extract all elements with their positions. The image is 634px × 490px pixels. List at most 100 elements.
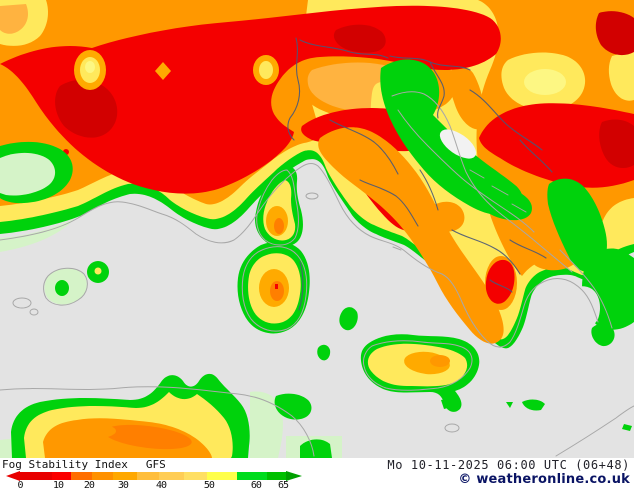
- spot-orange-diamond: [155, 62, 171, 80]
- border-abruzzo: [419, 169, 439, 211]
- region-pale-provence: [0, 152, 56, 196]
- spot-yellow-west-core: [85, 61, 95, 73]
- colorbar-segment: [71, 471, 92, 480]
- island-sicily-orange-core: [430, 355, 450, 367]
- legend-tick: 65: [278, 480, 289, 490]
- region-deeporange-africa-2: [68, 423, 116, 439]
- coast-montenegro-albania: [559, 249, 613, 329]
- map-canvas: [0, 0, 634, 458]
- region-darkred-alps-crest: [333, 24, 386, 53]
- coast-africa-east-diagonal: [555, 405, 634, 457]
- island-menorca-yellow-core: [94, 267, 102, 275]
- region-orange-apennine-spine: [318, 127, 504, 344]
- footer-block: Mo 10-11-2025 06:00 UTC (06+48) © weathe…: [387, 458, 630, 487]
- colorbar-segment: [137, 471, 159, 480]
- border-puglia-north: [509, 239, 547, 259]
- region-sea-otranto-strait: [562, 286, 600, 330]
- coast-ibiza: [12, 297, 32, 309]
- fsi-map-svg: [0, 0, 634, 458]
- coast-malta: [444, 423, 460, 433]
- colorbar-segment: [159, 471, 184, 480]
- legend-model-label: GFS: [145, 458, 166, 471]
- legend-block: Fog Stability Index GFS 0 10 20 30 40 50 60 65: [2, 459, 302, 490]
- region-red-adriatic-tongue: [479, 103, 634, 188]
- legend-tick: 20: [83, 480, 95, 490]
- coastlines: [0, 91, 634, 457]
- blob-green-south-2: [506, 402, 513, 408]
- coast-sardinia: [241, 246, 308, 332]
- coast-elba: [305, 192, 319, 200]
- blob-green-ionian: [591, 323, 615, 347]
- colorbar-right-arrow: [286, 470, 302, 481]
- region-orange-molise: [427, 201, 465, 232]
- region-darkred-northeast-corner: [595, 11, 634, 56]
- legend-tick: 0: [17, 480, 23, 490]
- region-pale-spain-coast: [0, 219, 74, 252]
- region-yellow-east-edge: [608, 50, 634, 101]
- colorbar-segment: [184, 471, 207, 480]
- region-deeporange-africa-1: [104, 424, 192, 450]
- blob-green-tyrrhenian-2: [317, 344, 331, 361]
- border-balkans-2: [519, 139, 553, 173]
- border-campania-puglia: [451, 229, 521, 275]
- colorbar-segment: [113, 471, 137, 480]
- region-pale-africa-east1: [250, 391, 283, 458]
- coast-dalmatia-island3: [511, 203, 527, 213]
- coast-corsica: [256, 169, 299, 246]
- coast-italy-adriatic: [391, 91, 573, 273]
- border-basilicata-calabria: [489, 279, 513, 293]
- legend-colorbar: [6, 470, 302, 481]
- island-mallorca-green-spot: [55, 280, 69, 296]
- colorbar-segment: [92, 471, 113, 480]
- coast-north-africa: [0, 386, 315, 457]
- colorbar-left-arrow: [6, 470, 20, 481]
- legend-title: Fog Stability Index: [2, 458, 128, 471]
- coast-dalmatia-island2: [491, 185, 509, 196]
- colorbar-segment: [207, 471, 237, 480]
- region-yellow-pannonia-core: [524, 69, 566, 95]
- borders: [287, 37, 553, 311]
- colorbar-segment: [20, 471, 52, 480]
- coast-mallorca: [43, 267, 88, 306]
- island-sardinia-red-dot: [275, 284, 278, 289]
- region-green-dalmatia-band: [547, 178, 607, 272]
- border-swiss-italy: [299, 39, 389, 59]
- copyright: © weatheronline.co.uk: [458, 472, 630, 487]
- legend-tick: 30: [117, 480, 129, 490]
- border-lazio: [359, 179, 419, 227]
- region-green-dalmatia-islands: [474, 185, 532, 221]
- blob-green-africa-east1: [274, 393, 312, 420]
- coast-sicily: [363, 340, 473, 391]
- legend-tick: 60: [250, 480, 262, 490]
- blob-green-south-4: [622, 424, 632, 431]
- blob-green-south-3: [522, 399, 545, 411]
- colorbar-segment: [52, 471, 71, 480]
- colorbar-segment: [237, 471, 267, 480]
- coast-croatia: [397, 109, 535, 233]
- legend-tick: 50: [203, 480, 215, 490]
- border-sardinia-east: [298, 261, 304, 311]
- region-amber-northwest-core: [0, 4, 28, 34]
- border-france-italy: [287, 37, 301, 141]
- region-red-calabria: [485, 259, 515, 304]
- legend-ticks: 0 10 20 30 40 50 60 65: [6, 480, 302, 490]
- blob-green-tyrrhenian-1: [339, 307, 358, 331]
- coast-spain-france-italy-west: [0, 163, 599, 348]
- coast-ponza: [392, 246, 402, 251]
- region-red-alps-france: [0, 5, 501, 194]
- legend-band: Fog Stability Index GFS 0 10 20 30 40 50 60 65 M…: [0, 458, 634, 490]
- colorbar-segment: [267, 471, 286, 480]
- region-darkred-massif: [55, 79, 118, 138]
- legend-tick: 10: [53, 480, 64, 490]
- coast-ibiza-small: [29, 308, 39, 316]
- legend-title-row: Fog Stability Index GFS: [2, 459, 302, 470]
- spot-yellow-alps: [259, 61, 273, 79]
- blob-green-africa-east2: [300, 439, 332, 458]
- legend-tick: 40: [155, 480, 167, 490]
- island-corsica-orange-core: [274, 218, 284, 234]
- region-darkred-adriatic-east: [599, 119, 634, 169]
- valid-datetime: Mo 10-11-2025 06:00 UTC (06+48): [387, 458, 630, 472]
- border-emilia-tuscany: [329, 119, 399, 175]
- island-sardinia-orange-core: [270, 281, 284, 301]
